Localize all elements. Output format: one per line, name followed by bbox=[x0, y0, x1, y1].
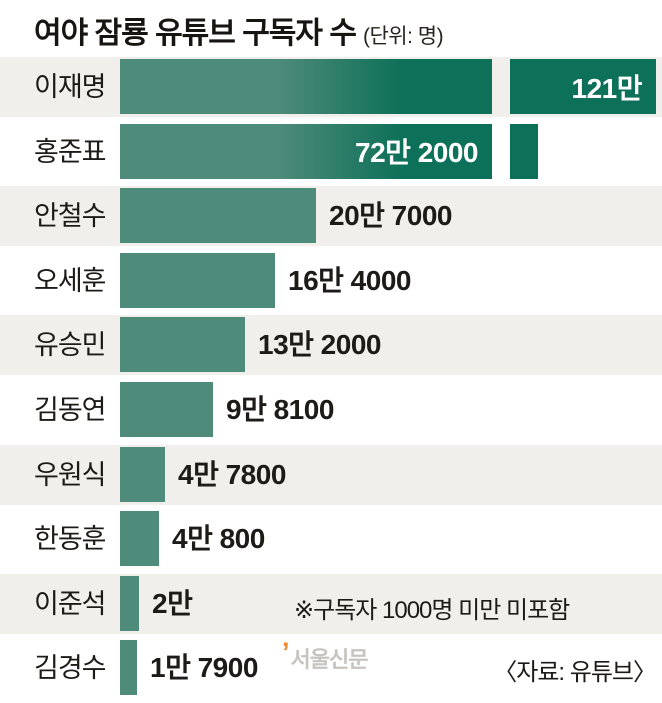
value-label: 4만 800 bbox=[172, 523, 265, 555]
chart-header: 여야 잠룡 유튜브 구독자 수 (단위: 명) bbox=[34, 8, 444, 52]
chart-row: 유승민 13만 2000 bbox=[0, 315, 662, 376]
value-label: 13만 2000 bbox=[258, 329, 381, 361]
bar-segment bbox=[510, 123, 538, 179]
bar-segment: 72만 2000 bbox=[120, 123, 492, 179]
category-label: 이준석 bbox=[34, 588, 107, 619]
bar-segment bbox=[120, 317, 245, 373]
chart-row: 홍준표 72만 2000 bbox=[0, 121, 662, 182]
value-label: 16만 4000 bbox=[288, 264, 411, 296]
category-label: 홍준표 bbox=[34, 136, 107, 167]
bar bbox=[120, 446, 165, 502]
chart-row: 이준석 2만 bbox=[0, 573, 662, 634]
bar bbox=[120, 188, 316, 244]
category-label: 유승민 bbox=[34, 330, 107, 361]
footnote: ※구독자 1000명 미만 미포함 bbox=[294, 597, 570, 624]
bar-segment bbox=[120, 575, 139, 631]
value-label: 2만 bbox=[152, 587, 193, 619]
bar-segment bbox=[120, 188, 316, 244]
watermark: ’서울신문 bbox=[282, 639, 369, 674]
category-label: 이재명 bbox=[34, 72, 107, 102]
value-label: 20만 7000 bbox=[329, 200, 452, 232]
bar-break bbox=[492, 59, 510, 114]
bar-segment bbox=[120, 640, 137, 696]
value-label: 1만 7900 bbox=[150, 652, 258, 684]
value-label: 4만 7800 bbox=[178, 458, 286, 490]
category-label: 안철수 bbox=[34, 201, 107, 232]
chart-row: 우원식 4만 7800 bbox=[0, 444, 662, 505]
value-label: 9만 8100 bbox=[226, 394, 334, 425]
chart-row: 김동연 9만 8100 bbox=[0, 380, 662, 440]
bar-segment: 121만 bbox=[510, 59, 656, 114]
bar-break bbox=[492, 124, 510, 179]
value-label: 121만 bbox=[571, 72, 643, 104]
category-label: 김동연 bbox=[34, 395, 107, 425]
bar-segment bbox=[120, 511, 159, 567]
bar-segment bbox=[120, 59, 492, 114]
bar-segment bbox=[120, 252, 275, 308]
bar bbox=[120, 252, 275, 308]
category-label: 김경수 bbox=[34, 653, 107, 684]
chart-row: 안철수 20만 7000 bbox=[0, 186, 662, 247]
category-label: 오세훈 bbox=[34, 265, 107, 296]
chart-row: 한동훈 4만 800 bbox=[0, 509, 662, 570]
bar bbox=[120, 640, 137, 696]
chart-row: 오세훈 16만 4000 bbox=[0, 250, 662, 311]
category-label: 한동훈 bbox=[34, 524, 107, 555]
bar-segment bbox=[120, 446, 165, 502]
page-title: 여야 잠룡 유튜브 구독자 수 bbox=[34, 17, 357, 50]
bar bbox=[120, 317, 245, 373]
bar bbox=[120, 575, 139, 631]
bar bbox=[120, 382, 213, 437]
bar: 121만 bbox=[120, 59, 656, 114]
source-credit: 〈자료: 유튜브〉 bbox=[493, 659, 657, 686]
bar: 72만 2000 bbox=[120, 123, 538, 179]
unit-label: (단위: 명) bbox=[362, 25, 444, 48]
watermark-quote-icon: ’ bbox=[282, 637, 290, 667]
category-label: 우원식 bbox=[34, 459, 107, 490]
watermark-text: 서울신문 bbox=[290, 647, 369, 672]
value-label: 72만 2000 bbox=[355, 137, 478, 169]
bar-segment bbox=[120, 382, 213, 437]
chart-row: 이재명 121만 bbox=[0, 57, 662, 117]
bar bbox=[120, 511, 159, 567]
chart-row: 김경수 1만 7900 bbox=[0, 638, 662, 699]
